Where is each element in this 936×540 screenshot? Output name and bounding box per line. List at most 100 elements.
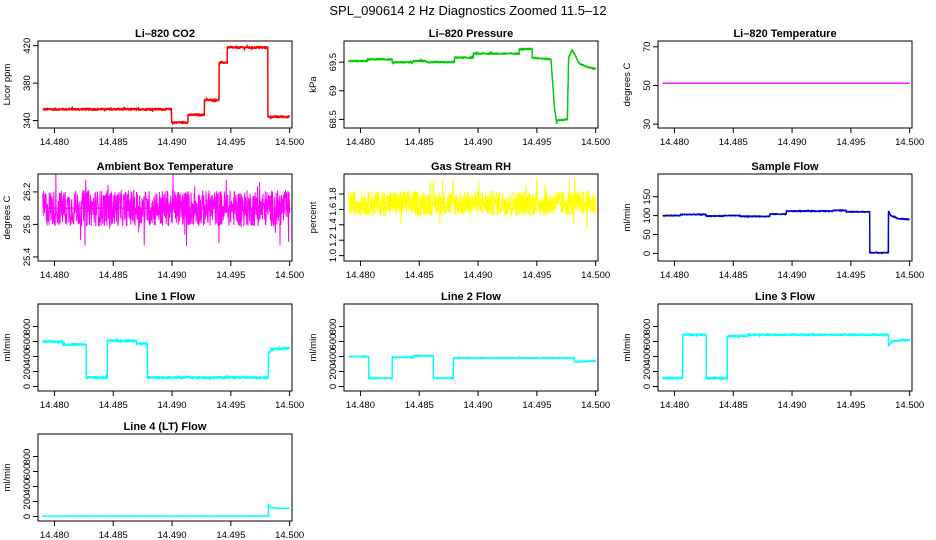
plot-frame [343, 173, 599, 262]
x-tick-label: 14.495 [836, 400, 865, 411]
y-tick-label: 100 [642, 208, 653, 224]
panel-title: Ambient Box Temperature [97, 161, 234, 173]
x-tick-label: 14.495 [216, 270, 245, 281]
x-tick-label: 14.480 [660, 400, 689, 411]
y-tick-label: 30 [642, 119, 653, 130]
plot-frame [37, 433, 293, 522]
x-tick-label: 14.495 [836, 137, 865, 148]
x-tick-label: 14.490 [464, 400, 493, 411]
x-tick-label: 14.480 [660, 137, 689, 148]
y-tick-label: 800 [22, 319, 33, 335]
y-tick-label: 600 [328, 334, 339, 350]
series-line-line-3-flow [662, 332, 911, 381]
y-axis-label: ml/min [622, 204, 633, 232]
y-axis-label: degrees C [622, 62, 633, 106]
y-tick-label: 800 [642, 319, 653, 335]
y-tick-label: 0 [328, 384, 339, 389]
series-steps-line-4-lt-flow [42, 502, 290, 517]
y-tick-label: 800 [328, 319, 339, 335]
x-tick-label: 14.485 [99, 400, 128, 411]
y-axis-label: ml/min [2, 464, 13, 492]
panel-title: Line 4 (LT) Flow [124, 421, 207, 433]
x-tick-label: 14.500 [895, 400, 924, 411]
x-tick-label: 14.490 [158, 400, 187, 411]
series-steps-line-2-flow [348, 355, 596, 379]
x-tick-label: 14.480 [40, 530, 69, 540]
panel-title: Gas Stream RH [431, 161, 511, 173]
panel-li-820-temperature: Li–820 Temperature 14.480 14.485 14.490 14.4… [622, 28, 924, 148]
y-tick-label: 600 [642, 334, 653, 350]
plot-frame [657, 303, 913, 392]
x-tick-label: 14.500 [581, 270, 610, 281]
y-axis-label: Licor ppm [2, 64, 13, 106]
panel-title: Li–820 CO2 [135, 28, 195, 40]
y-tick-label: 0 [22, 514, 33, 519]
y-tick-label: 380 [22, 75, 33, 91]
y-tick-label: 400 [642, 349, 653, 365]
plot-frame [657, 40, 913, 129]
series-steps-line-1-flow [42, 340, 290, 379]
plot-frame [343, 303, 599, 392]
panel-title: Line 1 Flow [135, 291, 195, 303]
x-tick-label: 14.500 [895, 137, 924, 148]
y-tick-label: 50 [642, 229, 653, 240]
series-steps-li-820-pressure [348, 48, 596, 125]
x-tick-label: 14.495 [216, 530, 245, 540]
plot-frame [37, 303, 293, 392]
y-tick-label: 68.5 [328, 110, 339, 129]
y-tick-label: 0 [642, 384, 653, 389]
x-tick-label: 14.490 [158, 530, 187, 540]
x-tick-label: 14.480 [40, 270, 69, 281]
x-tick-label: 14.485 [99, 137, 128, 148]
series-steps-line-3-flow [662, 334, 910, 379]
x-tick-label: 14.495 [522, 400, 551, 411]
panel-line-2-flow: Line 2 Flow 14.480 14.485 14.490 14.495 14.50… [308, 291, 610, 411]
x-tick-label: 14.500 [275, 400, 304, 411]
series-line-sample-flow [662, 208, 911, 255]
y-tick-label: 1.4 [328, 218, 339, 231]
y-tick-label: 69 [328, 86, 339, 97]
x-tick-label: 14.480 [40, 137, 69, 148]
y-axis-label: percent [308, 201, 319, 233]
panel-li-820-co2: Li–820 CO2 14.480 14.485 14.490 14.495 14.500… [2, 28, 304, 148]
y-tick-label: 25.8 [22, 215, 33, 234]
x-tick-label: 14.480 [346, 270, 375, 281]
x-tick-label: 14.490 [778, 400, 807, 411]
y-tick-label: 0 [22, 384, 33, 389]
panel-line-4-lt-flow: Line 4 (LT) Flow 14.480 14.485 14.490 14.495… [2, 421, 304, 540]
x-tick-label: 14.490 [158, 137, 187, 148]
series-line-gas-stream-rh [348, 177, 597, 230]
x-tick-label: 14.495 [216, 137, 245, 148]
y-tick-label: 200 [22, 494, 33, 510]
y-axis-label: ml/min [2, 334, 13, 362]
y-tick-label: 600 [22, 464, 33, 480]
panel-title: Li–820 Pressure [429, 28, 513, 40]
y-tick-label: 70 [642, 42, 653, 53]
x-tick-label: 14.485 [99, 530, 128, 540]
x-tick-label: 14.480 [346, 400, 375, 411]
panel-ambient-box-temperature: Ambient Box Temperature 14.480 14.485 14.49… [2, 161, 304, 281]
x-tick-label: 14.490 [778, 137, 807, 148]
series-line-line-2-flow [348, 354, 597, 381]
y-axis-label: ml/min [308, 334, 319, 362]
figure-title: SPL_090614 2 Hz Diagnostics Zoomed 11.5–… [329, 3, 606, 18]
x-tick-label: 14.490 [778, 270, 807, 281]
panel-gas-stream-rh: Gas Stream RH 14.480 14.485 14.490 14.495 14.… [308, 161, 610, 281]
y-axis-label: degrees C [2, 195, 13, 239]
x-tick-label: 14.500 [895, 270, 924, 281]
plot-frame [657, 173, 913, 262]
y-tick-label: 200 [328, 364, 339, 380]
x-tick-label: 14.500 [275, 530, 304, 540]
y-tick-label: 200 [642, 364, 653, 380]
x-tick-label: 14.480 [346, 137, 375, 148]
y-tick-label: 0 [642, 251, 653, 256]
y-tick-label: 50 [642, 80, 653, 91]
x-tick-label: 14.485 [719, 137, 748, 148]
series-line-ambient-box-temperature [42, 173, 291, 247]
x-tick-label: 14.480 [40, 400, 69, 411]
x-tick-label: 14.495 [836, 270, 865, 281]
plot-frame [37, 173, 293, 262]
y-tick-label: 400 [328, 349, 339, 365]
x-tick-label: 14.500 [275, 137, 304, 148]
panel-sample-flow: Sample Flow 14.480 14.485 14.490 14.495 14.50… [622, 161, 924, 281]
